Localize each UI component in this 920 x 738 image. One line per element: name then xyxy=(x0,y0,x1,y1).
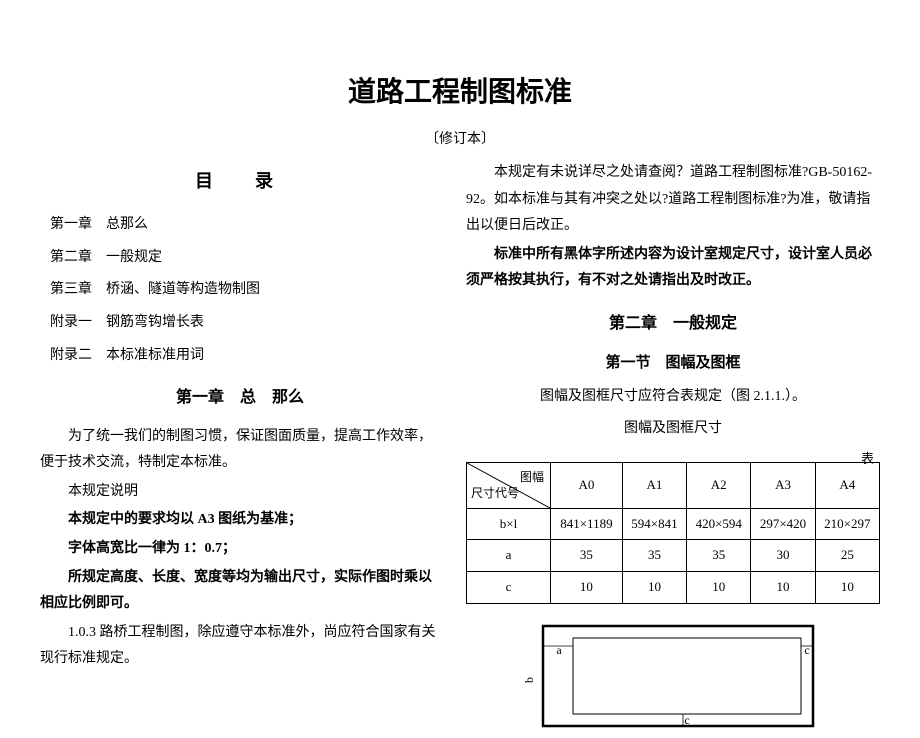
figure-label-c: c xyxy=(684,713,689,727)
toc-heading: 目 录 xyxy=(40,164,440,198)
table-cell: 10 xyxy=(751,572,815,604)
table-cell: 297×420 xyxy=(751,508,815,540)
table-cell: 35 xyxy=(551,540,623,572)
section-heading: 第一节 图幅及图框 xyxy=(466,349,880,378)
table-cell: 25 xyxy=(815,540,879,572)
table-cell: 420×594 xyxy=(687,508,751,540)
table-header: A0 xyxy=(551,462,623,508)
two-column-layout: 目 录 第一章 总那么 第二章 一般规定 第三章 桥涵、隧道等构造物制图 附录一… xyxy=(40,158,880,738)
dimensions-table: 图幅 尺寸代号 A0 A1 A2 A3 A4 b×l 841×1189 594×… xyxy=(466,462,880,604)
page-title: 道路工程制图标准 xyxy=(40,70,880,110)
table-cell: c xyxy=(467,572,551,604)
table-header: A2 xyxy=(687,462,751,508)
table-cell: 210×297 xyxy=(815,508,879,540)
body-text-bold: 字体高宽比一律为 1：0.7； xyxy=(40,536,440,563)
toc-item: 第一章 总那么 xyxy=(50,212,440,239)
chapter2-heading: 第二章 一般规定 xyxy=(466,309,880,339)
diag-header-bottom: 尺寸代号 xyxy=(471,482,519,505)
toc-item: 附录一 钢筋弯钩增长表 xyxy=(50,310,440,337)
table-cell: 594×841 xyxy=(622,508,686,540)
body-text: 本规定有未说详尽之处请查阅？道路工程制图标准?GB-50162-92。如本标准与… xyxy=(466,160,880,240)
body-text-bold: 标准中所有黑体字所述内容为设计室规定尺寸，设计室人员必须严格按其执行，有不对之处… xyxy=(466,242,880,295)
table-diagonal-header: 图幅 尺寸代号 xyxy=(467,462,551,508)
table-cell: b×l xyxy=(467,508,551,540)
table-cell: 841×1189 xyxy=(551,508,623,540)
toc-item: 附录二 本标准标准用词 xyxy=(50,343,440,370)
table-cell: 35 xyxy=(622,540,686,572)
left-column: 目 录 第一章 总那么 第二章 一般规定 第三章 桥涵、隧道等构造物制图 附录一… xyxy=(40,158,440,738)
body-text: 图幅及图框尺寸应符合表规定（图 2.1.1.）。 xyxy=(466,384,880,411)
body-text-bold: 所规定高度、长度、宽度等均为输出尺寸，实际作图时乘以相应比例即可。 xyxy=(40,565,440,618)
toc-item: 第三章 桥涵、隧道等构造物制图 xyxy=(50,277,440,304)
body-text-bold: 本规定中的要求均以 A3 图纸为基准； xyxy=(40,507,440,534)
table-cell: 10 xyxy=(687,572,751,604)
table-header: A3 xyxy=(751,462,815,508)
toc-item: 第二章 一般规定 xyxy=(50,245,440,272)
table-row: 图幅 尺寸代号 A0 A1 A2 A3 A4 xyxy=(467,462,880,508)
diag-header-top: 图幅 xyxy=(520,466,544,489)
table-cell: 30 xyxy=(751,540,815,572)
chapter1-heading: 第一章 总 那么 xyxy=(40,383,440,413)
body-text: 本规定说明 xyxy=(40,479,440,506)
table-cell: 10 xyxy=(622,572,686,604)
table-cell: 35 xyxy=(687,540,751,572)
table-title: 图幅及图框尺寸 xyxy=(466,416,880,443)
body-text: 为了统一我们的制图习惯，保证图面质量，提高工作效率，便于技术交流，特制定本标准。 xyxy=(40,424,440,477)
body-text: 1.0.3 路桥工程制图，除应遵守本标准外，尚应符合国家有关现行标准规定。 xyxy=(40,620,440,673)
table-cell: 10 xyxy=(551,572,623,604)
figure-label-c: c xyxy=(804,643,809,657)
table-cell: 10 xyxy=(815,572,879,604)
figure-label-b: b xyxy=(522,677,536,683)
page-subtitle: 〔修订本〕 xyxy=(40,128,880,148)
right-column: 本规定有未说详尽之处请查阅？道路工程制图标准?GB-50162-92。如本标准与… xyxy=(466,158,880,738)
frame-figure: a c c b xyxy=(513,618,833,738)
table-header: A1 xyxy=(622,462,686,508)
figure-label-a: a xyxy=(556,643,562,657)
table-row: b×l 841×1189 594×841 420×594 297×420 210… xyxy=(467,508,880,540)
table-row: c 10 10 10 10 10 xyxy=(467,572,880,604)
table-cell: a xyxy=(467,540,551,572)
table-row: a 35 35 35 30 25 xyxy=(467,540,880,572)
